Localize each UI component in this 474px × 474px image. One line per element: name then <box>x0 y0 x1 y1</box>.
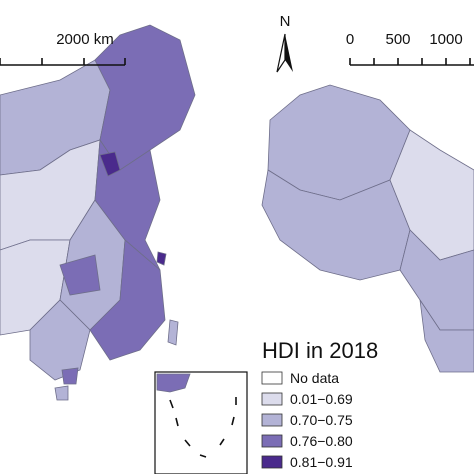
region <box>156 251 167 266</box>
legend-swatch <box>261 455 283 469</box>
region <box>419 299 474 373</box>
region <box>99 151 121 177</box>
legend-label: 0.70−0.75 <box>290 412 353 428</box>
region <box>29 299 91 381</box>
scale-bar-left: 2000 km <box>0 31 126 66</box>
north-arrow: N <box>276 13 293 73</box>
legend-label: 0.01−0.69 <box>290 391 353 407</box>
region <box>61 367 79 385</box>
dash-line <box>169 397 237 458</box>
scale-tick-label: 500 <box>385 31 410 48</box>
legend-label: 0.76−0.80 <box>290 433 353 449</box>
legend-label: No data <box>290 370 339 386</box>
map-west <box>261 84 474 373</box>
region <box>156 373 191 393</box>
scale-tick-label: 0 <box>346 31 354 48</box>
north-label: N <box>280 13 291 30</box>
legend-swatch <box>261 434 283 448</box>
region <box>89 239 166 361</box>
scale-bar <box>0 58 126 66</box>
scale-label: 2000 km <box>56 31 114 48</box>
legend: HDI in 2018 No data 0.01−0.69 0.70−0.75 0.7… <box>261 338 378 470</box>
inset-south-sea <box>154 371 248 474</box>
legend-swatch <box>261 413 283 427</box>
scale-bar-right: 0 500 1000 <box>346 31 474 66</box>
legend-title: HDI in 2018 <box>262 338 378 363</box>
region <box>54 385 69 401</box>
region <box>167 319 179 346</box>
region <box>59 254 101 296</box>
scale-tick-label: 1000 <box>429 31 462 48</box>
legend-swatch <box>261 392 283 406</box>
arrow-left <box>276 33 286 73</box>
arrow-right <box>285 34 293 72</box>
scale-bar <box>349 58 474 66</box>
legend-swatch <box>261 371 283 385</box>
legend-label: 0.81−0.91 <box>290 454 353 470</box>
map-east <box>0 24 196 401</box>
